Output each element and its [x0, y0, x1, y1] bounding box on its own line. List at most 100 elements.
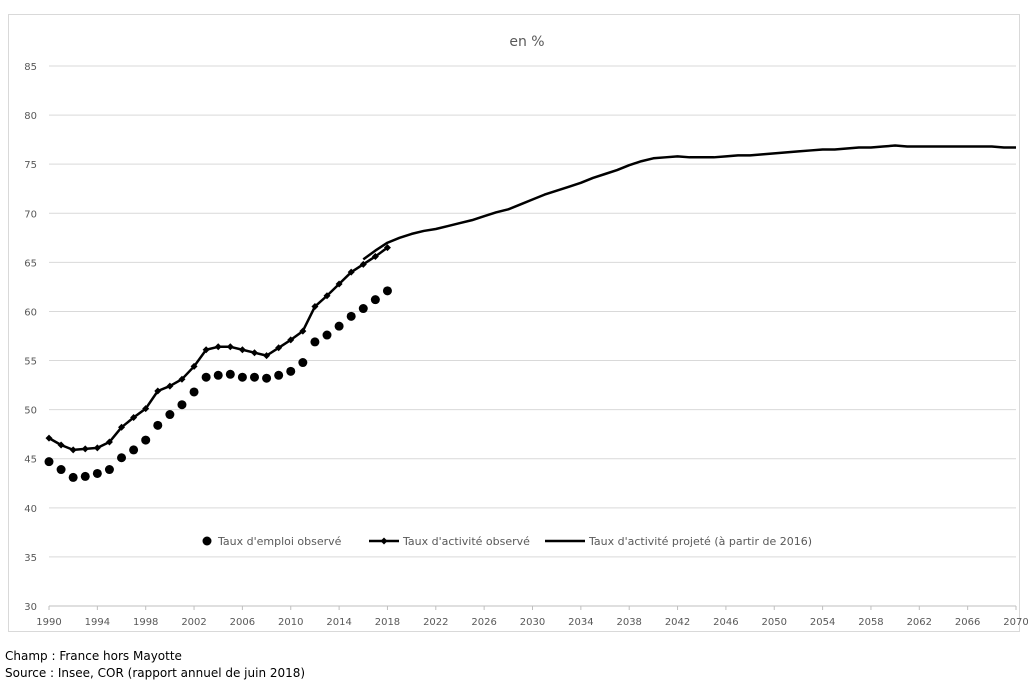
data-point: [80, 471, 90, 481]
legend-item: Taux d'activité observé: [369, 535, 530, 548]
data-point: [165, 410, 175, 420]
series-3: [362, 144, 1016, 261]
x-tick-label: 2070: [1003, 617, 1028, 628]
data-point: [298, 358, 308, 368]
x-tick-label: 2010: [278, 617, 303, 628]
y-tick-label: 35: [24, 553, 37, 564]
source-note: Source : Insee, COR (rapport annuel de j…: [5, 666, 306, 680]
grid-lines: [49, 65, 1016, 607]
data-point: [383, 244, 391, 252]
x-tick-label: 2058: [858, 617, 883, 628]
data-point: [249, 372, 259, 382]
y-tick-label: 75: [24, 160, 37, 171]
x-tick-label: 1994: [85, 617, 110, 628]
data-point: [189, 387, 199, 397]
data-point: [334, 321, 344, 331]
data-point: [225, 369, 235, 379]
y-tick-label: 50: [24, 406, 37, 417]
line-chart: 30 35 40 45 50 55 60 65 70 75 80 85 1990 1994 1998 200…: [24, 34, 1028, 628]
y-tick-label: 65: [24, 258, 37, 269]
data-point: [358, 304, 368, 314]
series-line: [362, 144, 1016, 261]
x-tick-label: 2030: [520, 617, 545, 628]
data-point: [142, 405, 150, 413]
x-tick-label: 2014: [326, 617, 351, 628]
x-tick-label: 2050: [762, 617, 787, 628]
data-point: [346, 311, 356, 321]
data-point: [178, 375, 186, 383]
legend-label: Taux d'activité projeté (à partir de 201…: [588, 535, 812, 548]
data-point: [177, 400, 187, 410]
x-tick-label: 2002: [181, 617, 206, 628]
series-layer: [44, 144, 1016, 482]
x-tick-label: 2054: [810, 617, 835, 628]
chart-title: en %: [509, 34, 544, 50]
data-point: [190, 362, 198, 370]
x-tick-label: 2006: [230, 617, 255, 628]
legend-item: Taux d'emploi observé: [202, 535, 342, 548]
legend-marker: [380, 537, 388, 545]
data-point: [166, 382, 174, 390]
chart-frame: [8, 14, 1020, 632]
legend-marker: [202, 536, 212, 546]
data-point: [153, 420, 163, 430]
data-point: [92, 468, 102, 478]
x-tick-label: 1998: [133, 617, 158, 628]
data-point: [81, 445, 89, 453]
data-point: [275, 344, 283, 352]
y-tick-label: 70: [24, 209, 37, 220]
data-point: [226, 343, 234, 351]
data-point: [370, 295, 380, 305]
data-point: [56, 465, 66, 475]
data-point: [214, 343, 222, 351]
y-tick-label: 55: [24, 357, 37, 368]
data-point: [250, 349, 258, 357]
x-axis-ticks: 1990 1994 1998 2002 2006 2010 2014 2018 2022 2026…: [36, 606, 1028, 628]
data-point: [201, 372, 211, 382]
data-point: [68, 472, 78, 482]
data-point: [45, 434, 53, 442]
legend-item: Taux d'activité projeté (à partir de 201…: [545, 535, 812, 548]
data-point: [238, 346, 246, 354]
data-point: [202, 346, 210, 354]
series-2: [45, 244, 391, 454]
x-tick-label: 1990: [36, 617, 61, 628]
x-tick-label: 2046: [713, 617, 738, 628]
x-tick-label: 2034: [568, 617, 593, 628]
y-tick-label: 45: [24, 455, 37, 466]
y-tick-label: 85: [24, 62, 37, 73]
data-point: [287, 336, 295, 344]
data-point: [262, 373, 272, 383]
data-point: [323, 292, 331, 300]
champ-note: Champ : France hors Mayotte: [5, 649, 182, 663]
data-point: [118, 423, 126, 431]
y-tick-label: 40: [24, 504, 37, 515]
x-tick-label: 2062: [907, 617, 932, 628]
data-point: [105, 438, 113, 446]
data-point: [93, 444, 101, 452]
data-point: [237, 372, 247, 382]
data-point: [299, 327, 307, 335]
data-point: [117, 453, 127, 463]
data-point: [371, 252, 379, 260]
chart-footer: Champ : France hors Mayotte Source : Ins…: [5, 648, 305, 682]
data-point: [213, 370, 223, 380]
x-tick-label: 2066: [955, 617, 980, 628]
x-tick-label: 2042: [665, 617, 690, 628]
data-point: [69, 446, 77, 454]
data-point: [335, 280, 343, 288]
data-point: [129, 445, 139, 455]
data-point: [310, 337, 320, 347]
data-point: [44, 457, 54, 467]
legend-label: Taux d'activité observé: [402, 535, 530, 548]
data-point: [322, 330, 332, 340]
data-point: [286, 366, 296, 376]
x-tick-label: 2018: [375, 617, 400, 628]
series-1: [44, 286, 392, 482]
data-point: [104, 465, 114, 475]
legend: Taux d'emploi observé Taux d'activité obs…: [202, 535, 812, 548]
legend-label: Taux d'emploi observé: [217, 535, 342, 548]
x-tick-label: 2026: [471, 617, 496, 628]
data-point: [130, 413, 138, 421]
y-tick-label: 30: [24, 602, 37, 613]
